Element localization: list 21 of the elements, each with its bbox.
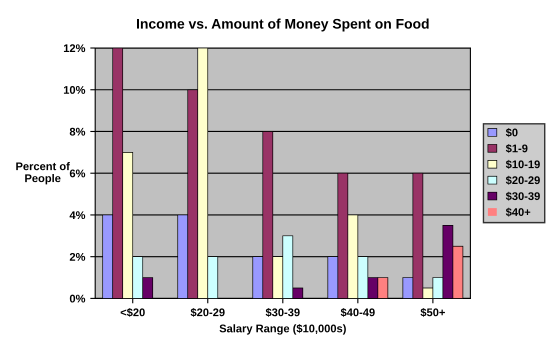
legend-label: $30-39 [506,192,540,201]
x-tick-label: <$20 [120,308,145,318]
y-tick-label: 0% [70,294,86,303]
y-tick-label: 8% [70,128,86,136]
y-axis-title: Percent of People [16,162,70,184]
legend-label: $40+ [506,208,530,217]
chart-title: Income vs. Amount of Money Spent on Food [137,18,429,32]
legend-label: $0 [506,128,518,138]
legend-label: $10-19 [506,160,540,169]
y-tick-label: 6% [70,169,86,178]
x-tick-label: $30-39 [266,308,300,318]
y-tick-label: 10% [64,86,86,94]
y-tick-label: 2% [70,252,86,261]
y-tick-label: 4% [70,211,86,220]
legend-label: $1-9 [506,144,528,154]
x-tick-label: $20-29 [190,308,225,318]
x-tick-label: $40-49 [340,308,375,318]
legend-label: $20-29 [506,176,540,185]
x-tick-label: $50+ [420,308,445,318]
y-tick-label: 12% [64,44,86,52]
x-axis-title: Salary Range ($10,000s) [220,324,346,335]
